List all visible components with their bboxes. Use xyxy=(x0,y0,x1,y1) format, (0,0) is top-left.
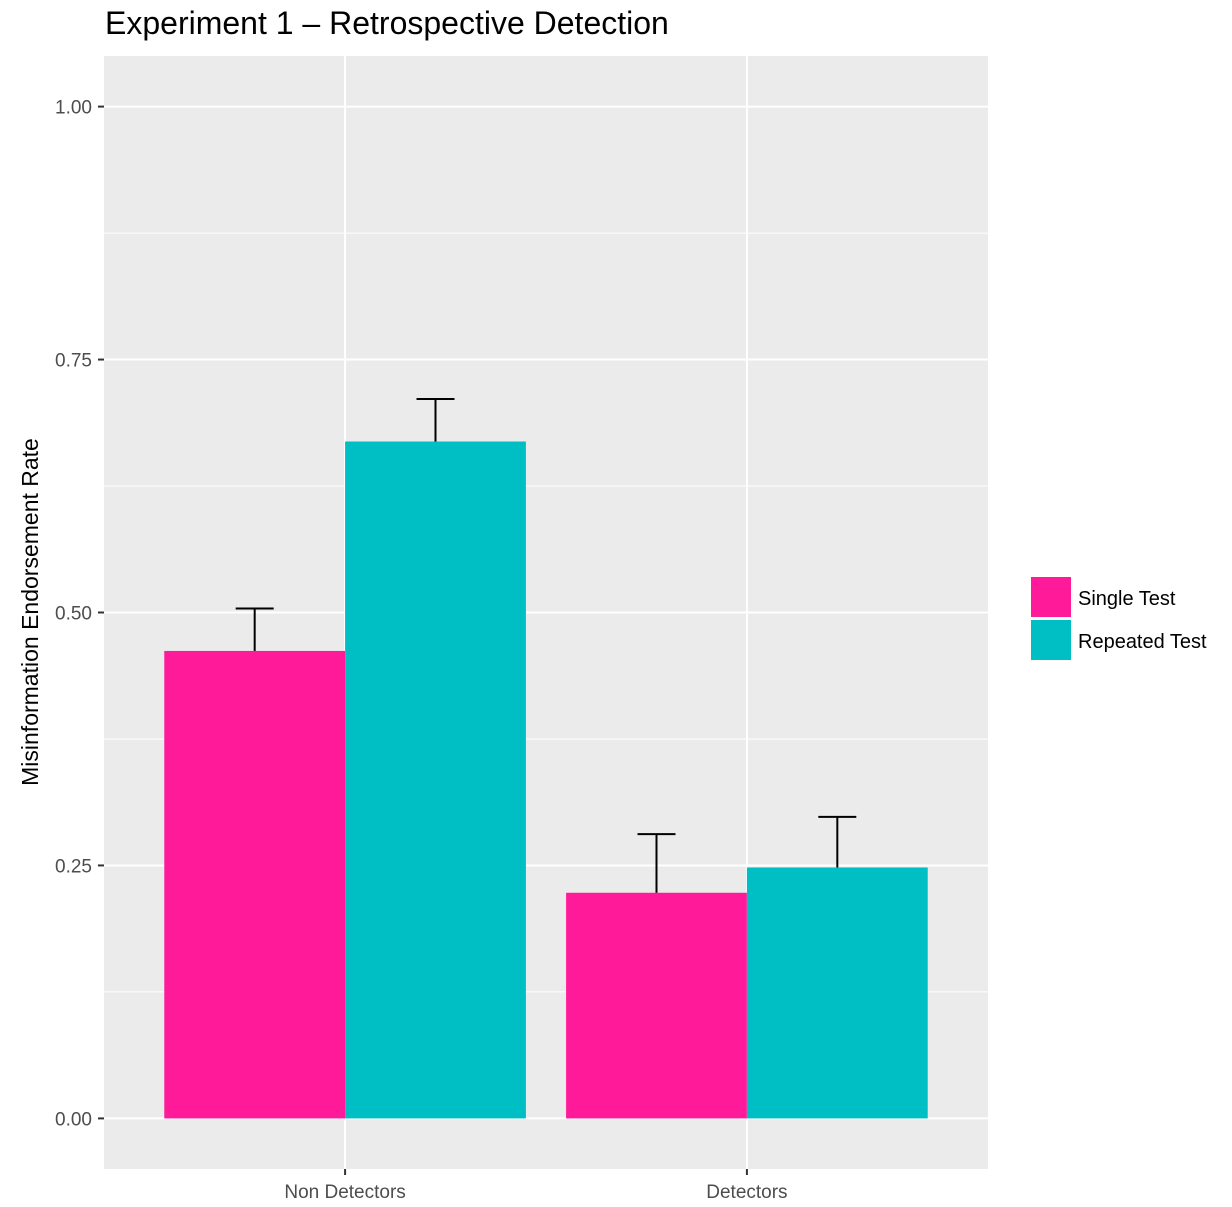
x-tick-label: Detectors xyxy=(706,1182,787,1203)
legend-key xyxy=(1031,577,1071,617)
error-bars xyxy=(235,398,857,893)
legend-label: Repeated Test xyxy=(1078,631,1207,653)
y-tick-label: 1.00 xyxy=(55,98,92,119)
y-tick-label: 0.00 xyxy=(55,1109,92,1130)
y-axis: 0.00 0.25 0.50 0.75 1.00 xyxy=(55,98,104,1130)
legend: Single Test Repeated Test xyxy=(1031,577,1207,660)
bars xyxy=(164,441,928,1119)
bar xyxy=(566,892,747,1119)
bar xyxy=(164,650,346,1119)
legend-key xyxy=(1031,620,1071,660)
bar xyxy=(746,867,928,1119)
bar xyxy=(345,441,526,1119)
x-axis: Non Detectors Detectors xyxy=(284,1169,788,1203)
chart-title: Experiment 1 – Retrospective Detection xyxy=(105,5,669,41)
y-tick-label: 0.50 xyxy=(55,604,92,625)
x-tick-label: Non Detectors xyxy=(284,1182,405,1203)
y-axis-title: Misinformation Endorsement Rate xyxy=(17,438,43,786)
y-tick-label: 0.25 xyxy=(55,856,92,877)
legend-label: Single Test xyxy=(1078,588,1176,610)
y-tick-label: 0.75 xyxy=(55,351,92,372)
